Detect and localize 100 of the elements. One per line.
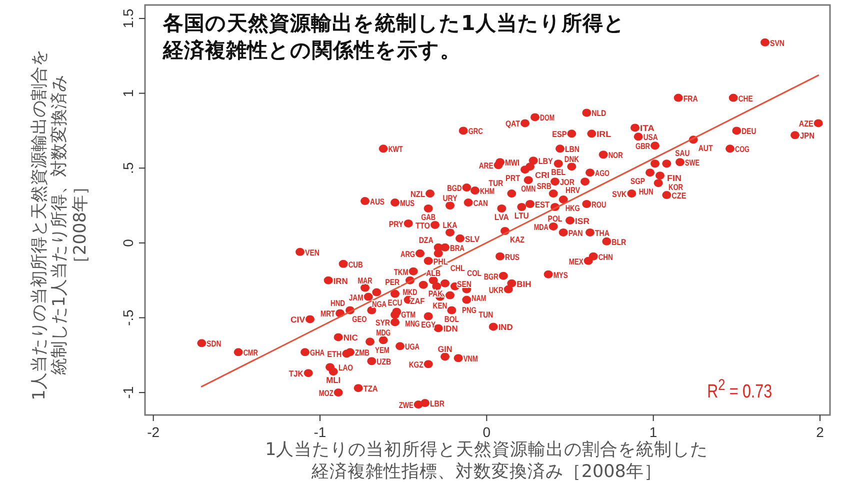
annotation: HKG: [565, 203, 584, 214]
annotation: GAB: [421, 212, 440, 222]
annotation: PAN: [568, 228, 586, 238]
annotation: DNK: [564, 154, 583, 164]
annotation: MWI: [505, 158, 522, 168]
x-tick-label: 2: [816, 424, 824, 440]
annotation: ECU: [388, 297, 406, 308]
annotation: NLD: [592, 108, 610, 118]
annotation: MUS: [400, 198, 419, 208]
annotation: KAZ: [510, 234, 528, 244]
x-tick-label: 1: [649, 424, 658, 440]
annotation: TKM: [394, 266, 412, 277]
annotation: NZL: [410, 189, 428, 200]
annotation: QAT: [506, 118, 523, 129]
annotation: UZB: [376, 356, 394, 367]
annotation: SGP: [630, 176, 648, 186]
annotation: DZA: [418, 234, 436, 245]
annotation: THA: [595, 228, 612, 238]
annotation: LVA: [494, 212, 510, 222]
annotation: LBY: [538, 156, 556, 166]
annotation: LTU: [514, 210, 530, 221]
annotation: AUT: [698, 143, 716, 154]
annotation: GHA: [310, 348, 329, 358]
annotation: PHL: [433, 256, 450, 266]
y-tick-label: -.5: [120, 309, 136, 326]
annotation: NAM: [472, 292, 492, 303]
x-tick-label: 0: [482, 424, 491, 440]
annotation: MDG: [376, 328, 396, 338]
annotation: BRA: [450, 242, 468, 253]
annotation: BEL: [551, 167, 568, 178]
annotation: FRA: [683, 93, 701, 104]
annotation: SVK: [612, 189, 630, 200]
annotation: KHM: [480, 186, 500, 196]
annotation: ETH: [327, 349, 344, 360]
annotation: TTO: [416, 220, 432, 230]
annotation: HND: [330, 298, 349, 308]
annotation: BGR: [484, 271, 503, 282]
annotation: USA: [643, 132, 662, 142]
y-tick-label: 1: [120, 89, 136, 98]
annotation: KGZ: [408, 360, 427, 370]
annotation: NOR: [608, 150, 628, 160]
annotation: IND: [498, 322, 513, 332]
annotation: GIN: [438, 344, 453, 354]
annotation: SDN: [206, 338, 225, 349]
annotation: TUN: [478, 309, 496, 320]
annotation: CHN: [598, 252, 617, 262]
annotation: IDN: [443, 324, 458, 334]
y-tick-label: 0: [120, 238, 136, 247]
y-tick-label: .5: [120, 162, 136, 174]
annotation: COG: [735, 144, 754, 154]
annotation: GBR: [636, 141, 654, 152]
annotation: VNM: [463, 354, 482, 364]
annotation: ARE: [478, 160, 497, 171]
annotation: JOR: [560, 177, 578, 188]
annotation: ITA: [640, 123, 654, 134]
annotation: ALB: [426, 268, 444, 278]
annotation: CMR: [243, 348, 263, 358]
annotation: DOM: [540, 112, 560, 123]
annotation: CZE: [672, 190, 689, 201]
annotation: KWT: [388, 144, 408, 154]
annotation: TUR: [488, 178, 506, 188]
annotation: GTM: [401, 309, 420, 320]
annotation: SAU: [675, 148, 694, 158]
annotation: YEM: [375, 345, 394, 356]
annotation: TJK: [288, 368, 305, 379]
annotation: PER: [385, 276, 403, 287]
annotation: PRY: [388, 218, 406, 229]
annotation: ARG: [400, 248, 420, 259]
annotation: HRV: [566, 185, 584, 196]
y-axis-title: 1人当たりの当初所得と天然資源輸出の割合を統制した1人当たり所得、対数変換済み［2008年］: [29, 48, 90, 402]
annotation: MKD: [402, 286, 422, 297]
annotation: RUS: [505, 252, 523, 262]
annotation: EST: [535, 200, 552, 210]
annotation: AZE: [798, 118, 816, 129]
annotation: SLV: [465, 234, 481, 244]
annotation: BGD: [447, 183, 466, 194]
annotation: CHL: [450, 262, 468, 273]
annotation: AUS: [370, 196, 388, 207]
annotation: CRI: [535, 170, 550, 180]
annotation: LAO: [338, 362, 356, 373]
annotation: SRB: [536, 181, 555, 192]
annotation: DEU: [742, 126, 760, 136]
annotation: LKA: [442, 220, 460, 230]
annotation: JAM: [348, 292, 367, 302]
annotation: ZWE: [398, 400, 418, 410]
y-tick-label: -1: [120, 386, 136, 399]
annotation: LBN: [565, 144, 582, 154]
annotation: KOR: [668, 182, 688, 192]
annotation: URY: [442, 193, 460, 204]
annotation: BLR: [612, 236, 630, 247]
annotation: GEO: [352, 314, 372, 324]
annotation: CUB: [348, 259, 367, 270]
annotation: EGY: [421, 320, 440, 330]
annotation: TZA: [363, 384, 380, 394]
y-tick-label: 1.5: [120, 8, 136, 28]
annotation: MAR: [358, 275, 378, 286]
annotation: ISR: [575, 216, 590, 226]
annotation: UGA: [405, 342, 424, 352]
annotation: CIV: [290, 314, 306, 325]
annotation: UKR: [488, 284, 508, 295]
